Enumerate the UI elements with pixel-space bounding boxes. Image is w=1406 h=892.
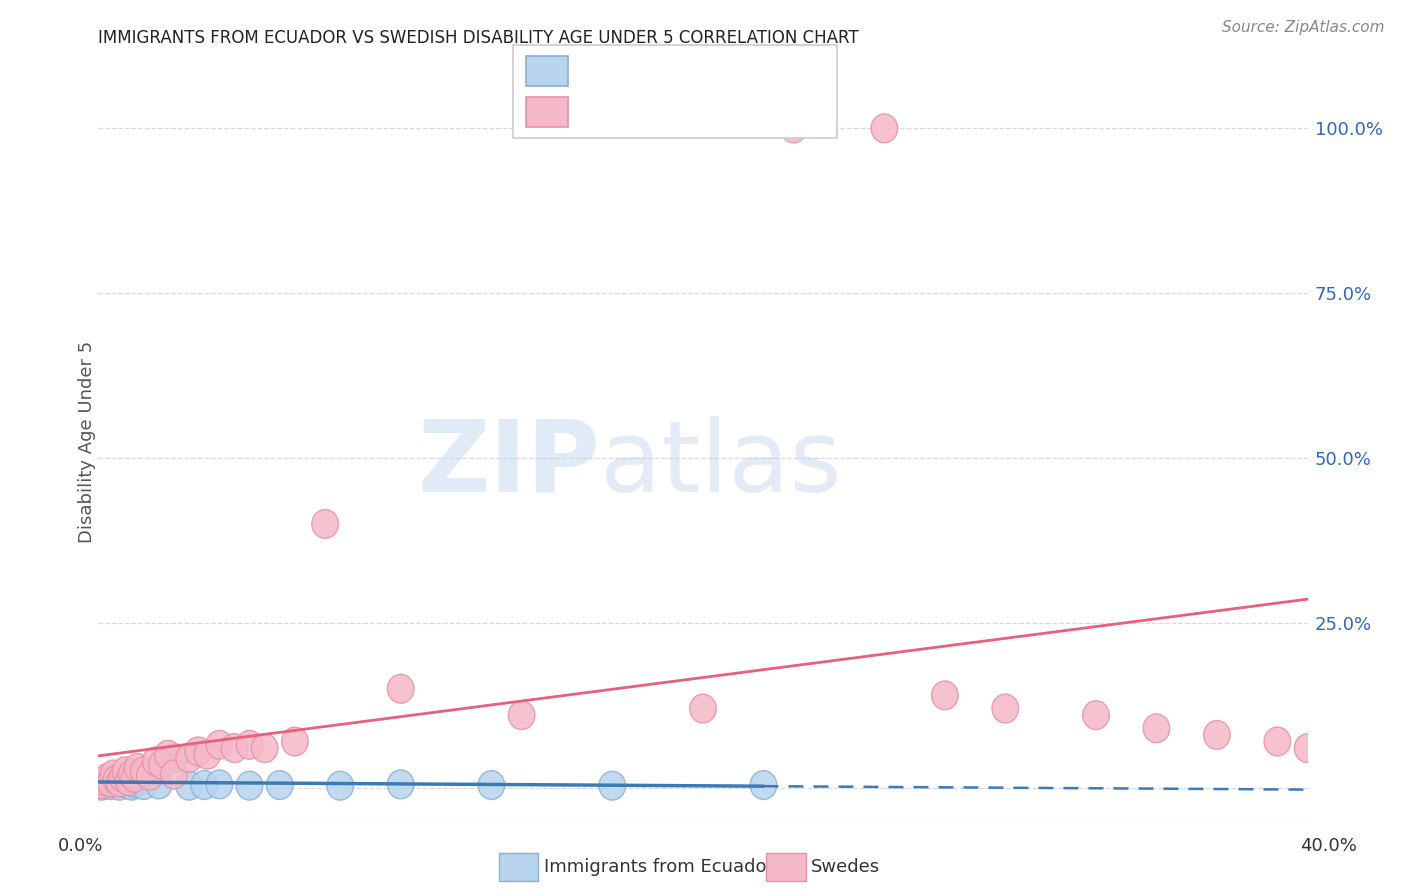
Ellipse shape [388, 770, 413, 798]
Ellipse shape [121, 764, 148, 792]
Y-axis label: Disability Age Under 5: Disability Age Under 5 [79, 341, 96, 542]
Ellipse shape [91, 767, 118, 796]
Text: IMMIGRANTS FROM ECUADOR VS SWEDISH DISABILITY AGE UNDER 5 CORRELATION CHART: IMMIGRANTS FROM ECUADOR VS SWEDISH DISAB… [98, 29, 859, 47]
Text: Immigrants from Ecuador: Immigrants from Ecuador [544, 858, 775, 876]
Ellipse shape [221, 734, 247, 763]
Ellipse shape [252, 734, 278, 763]
Ellipse shape [103, 769, 129, 798]
Text: Swedes: Swedes [811, 858, 880, 876]
Ellipse shape [388, 674, 413, 703]
Ellipse shape [191, 771, 218, 799]
Ellipse shape [115, 767, 142, 796]
Ellipse shape [1295, 734, 1320, 763]
Ellipse shape [124, 754, 150, 782]
Ellipse shape [509, 701, 534, 730]
Ellipse shape [100, 767, 127, 796]
Ellipse shape [176, 772, 202, 800]
Text: 27: 27 [756, 61, 783, 79]
Ellipse shape [110, 768, 136, 797]
Ellipse shape [136, 760, 163, 789]
Ellipse shape [236, 772, 263, 800]
Ellipse shape [478, 771, 505, 799]
Ellipse shape [91, 770, 118, 798]
Ellipse shape [146, 770, 172, 798]
Ellipse shape [131, 771, 157, 799]
Ellipse shape [281, 727, 308, 756]
Text: atlas: atlas [600, 416, 842, 513]
Ellipse shape [112, 764, 139, 792]
Ellipse shape [184, 737, 211, 766]
Ellipse shape [155, 740, 181, 769]
Text: 0.676: 0.676 [630, 101, 692, 120]
Text: 40.0%: 40.0% [1301, 837, 1357, 855]
Ellipse shape [110, 764, 136, 792]
Text: 40: 40 [756, 101, 783, 120]
Ellipse shape [690, 694, 716, 723]
Ellipse shape [94, 768, 121, 797]
Ellipse shape [872, 114, 897, 143]
Ellipse shape [149, 750, 176, 779]
Ellipse shape [115, 770, 142, 798]
Ellipse shape [131, 756, 157, 786]
Ellipse shape [112, 756, 139, 786]
Ellipse shape [1083, 701, 1109, 730]
Ellipse shape [194, 740, 221, 769]
Ellipse shape [89, 770, 115, 798]
Text: ZIP: ZIP [418, 416, 600, 513]
Ellipse shape [107, 772, 134, 800]
Ellipse shape [136, 762, 163, 790]
Ellipse shape [599, 772, 626, 800]
Ellipse shape [312, 509, 339, 539]
Ellipse shape [780, 114, 807, 143]
Text: 0.058: 0.058 [630, 61, 690, 79]
FancyBboxPatch shape [526, 97, 568, 127]
Ellipse shape [124, 765, 150, 794]
Ellipse shape [236, 731, 263, 759]
Ellipse shape [207, 731, 232, 759]
Ellipse shape [103, 765, 129, 794]
Ellipse shape [94, 764, 121, 792]
Text: R =: R = [581, 101, 624, 120]
Ellipse shape [267, 771, 292, 799]
Ellipse shape [160, 760, 187, 789]
Ellipse shape [89, 772, 115, 800]
Ellipse shape [932, 681, 957, 710]
Ellipse shape [1204, 721, 1230, 749]
Ellipse shape [118, 760, 145, 789]
Ellipse shape [993, 694, 1018, 723]
FancyBboxPatch shape [526, 56, 568, 86]
Ellipse shape [142, 747, 169, 776]
Ellipse shape [176, 744, 202, 772]
Ellipse shape [97, 771, 124, 799]
Text: N =: N = [707, 61, 751, 79]
Ellipse shape [1143, 714, 1170, 743]
Ellipse shape [97, 768, 124, 797]
Ellipse shape [100, 760, 127, 789]
Ellipse shape [121, 769, 148, 797]
Text: Source: ZipAtlas.com: Source: ZipAtlas.com [1222, 20, 1385, 35]
Ellipse shape [328, 772, 353, 800]
Ellipse shape [1264, 727, 1291, 756]
Text: 0.0%: 0.0% [58, 837, 103, 855]
Ellipse shape [160, 744, 187, 772]
Ellipse shape [751, 771, 776, 799]
FancyBboxPatch shape [513, 45, 837, 138]
Ellipse shape [207, 770, 232, 798]
Text: R =: R = [581, 61, 624, 79]
Text: N =: N = [707, 101, 751, 120]
Ellipse shape [118, 772, 145, 800]
Ellipse shape [107, 768, 134, 797]
